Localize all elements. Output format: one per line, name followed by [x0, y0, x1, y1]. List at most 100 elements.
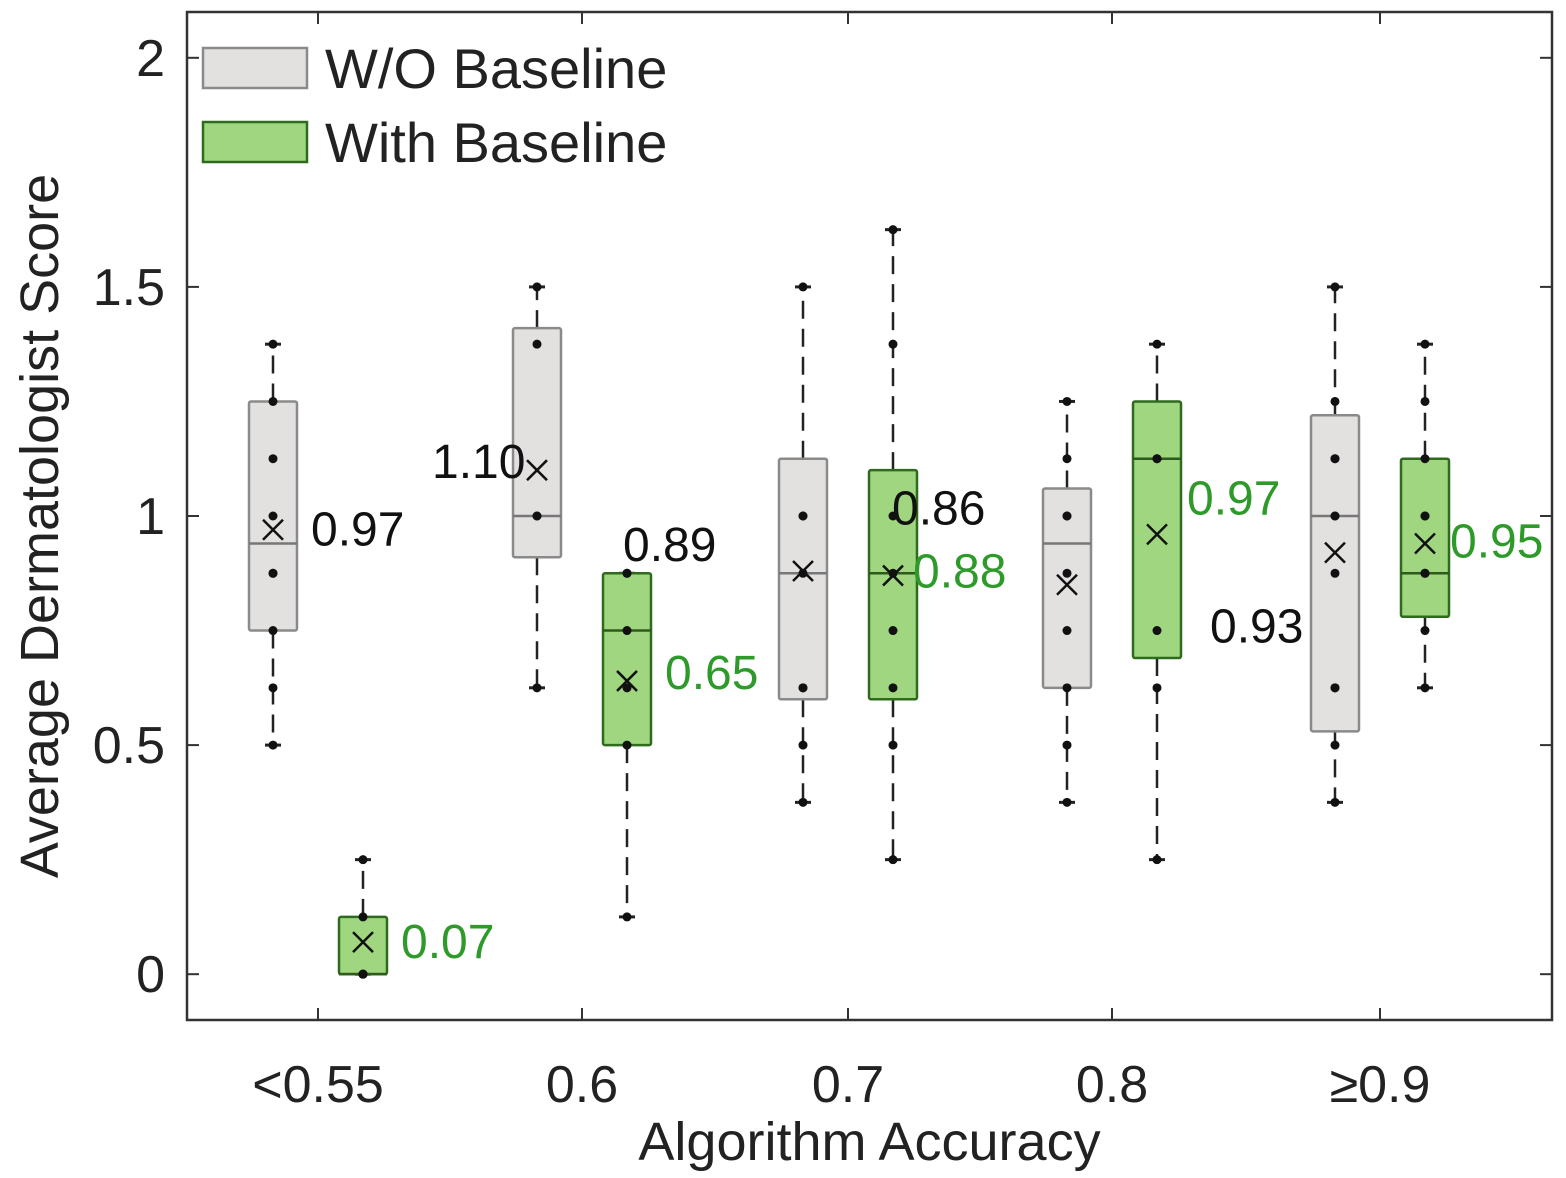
data-point — [798, 740, 808, 750]
box-with-baseline-4 — [1399, 339, 1451, 693]
data-point — [358, 855, 368, 865]
mean-marker — [526, 459, 548, 482]
data-point — [888, 626, 898, 636]
mean-labels: 0.97 1.10 0.89 0.86 0.93 0.07 0.65 0.88 0.97 0.95 — [311, 436, 1543, 969]
mean-label: 0.95 — [1450, 515, 1543, 568]
legend: W/O Baseline With Baseline — [201, 37, 667, 174]
data-point — [1330, 740, 1340, 750]
plot-area — [247, 225, 1451, 979]
data-point — [622, 740, 632, 750]
y-tick-label: 0.5 — [93, 717, 165, 775]
data-point — [798, 568, 808, 578]
data-point — [1062, 626, 1072, 636]
data-point — [268, 339, 278, 349]
data-point — [888, 225, 898, 235]
mean-marker — [1146, 523, 1168, 546]
box-with-baseline-1 — [601, 568, 653, 922]
data-point — [1420, 454, 1430, 464]
data-point — [1062, 511, 1072, 521]
data-point — [1330, 396, 1340, 406]
box-with-baseline-0 — [337, 855, 389, 979]
data-point — [268, 511, 278, 521]
data-point — [798, 683, 808, 693]
data-point — [268, 396, 278, 406]
data-point — [888, 855, 898, 865]
data-point — [888, 511, 898, 521]
legend-label: W/O Baseline — [325, 37, 667, 100]
data-point — [622, 912, 632, 922]
mean-label: 1.10 — [432, 436, 525, 489]
box-body — [777, 457, 829, 701]
mean-marker — [1324, 541, 1346, 564]
data-point — [532, 683, 542, 693]
mean-marker — [882, 564, 904, 587]
x-tick-label: 0.8 — [1076, 1056, 1148, 1114]
mean-marker — [262, 518, 284, 541]
data-point — [622, 568, 632, 578]
data-point — [798, 797, 808, 807]
legend-swatch — [201, 46, 309, 90]
box-w-o-baseline-1 — [511, 282, 563, 693]
data-point — [1330, 797, 1340, 807]
data-point — [1062, 740, 1072, 750]
data-point — [268, 740, 278, 750]
mean-marker — [352, 931, 374, 953]
data-point — [1152, 339, 1162, 349]
data-point — [1330, 282, 1340, 292]
y-tick-label: 2 — [136, 30, 165, 88]
legend-label: With Baseline — [325, 111, 667, 174]
legend-swatch — [201, 120, 309, 164]
data-point — [1330, 568, 1340, 578]
data-point — [1330, 511, 1340, 521]
data-point — [1062, 797, 1072, 807]
y-axis-title: Average Dermatologist Score — [10, 174, 70, 878]
mean-label: 0.89 — [623, 519, 716, 572]
data-point — [622, 683, 632, 693]
y-tick-label: 1 — [136, 488, 165, 546]
box-with-baseline-3 — [1131, 339, 1183, 865]
data-point — [1420, 683, 1430, 693]
data-point — [1420, 626, 1430, 636]
mean-label: 0.97 — [1187, 472, 1280, 525]
data-point — [1420, 339, 1430, 349]
mean-marker — [616, 670, 638, 692]
data-point — [1062, 683, 1072, 693]
data-point — [1062, 454, 1072, 464]
x-tick-label: ≥0.9 — [1330, 1056, 1431, 1114]
data-point — [1420, 511, 1430, 521]
data-point — [268, 626, 278, 636]
data-point — [358, 969, 368, 979]
axis-ticks: 0 0.5 1 1.5 2 <0.55 0.6 0.7 0.8 ≥0.9 — [93, 12, 1552, 1114]
data-point — [358, 912, 368, 922]
data-point — [1420, 568, 1430, 578]
data-point — [1330, 683, 1340, 693]
y-tick-label: 1.5 — [93, 259, 165, 317]
data-point — [622, 626, 632, 636]
x-tick-label: 0.7 — [812, 1056, 884, 1114]
mean-label: 0.88 — [913, 546, 1006, 599]
data-point — [1330, 454, 1340, 464]
box-w-o-baseline-4 — [1309, 282, 1361, 807]
data-point — [1152, 855, 1162, 865]
box-w-o-baseline-3 — [1041, 396, 1093, 807]
data-point — [532, 339, 542, 349]
data-point — [1152, 626, 1162, 636]
mean-label: 0.86 — [892, 483, 985, 536]
data-point — [888, 740, 898, 750]
data-point — [268, 568, 278, 578]
data-point — [888, 339, 898, 349]
data-point — [268, 683, 278, 693]
box-body — [1131, 400, 1183, 660]
box-body — [337, 915, 389, 976]
x-axis-title: Algorithm Accuracy — [638, 1112, 1100, 1172]
data-point — [1152, 683, 1162, 693]
box-body — [601, 572, 653, 747]
data-point — [888, 568, 898, 578]
mean-label: 0.07 — [401, 916, 494, 969]
data-point — [268, 454, 278, 464]
mean-label: 0.65 — [665, 647, 758, 700]
data-point — [888, 683, 898, 693]
data-point — [1420, 396, 1430, 406]
mean-marker — [1414, 532, 1436, 555]
